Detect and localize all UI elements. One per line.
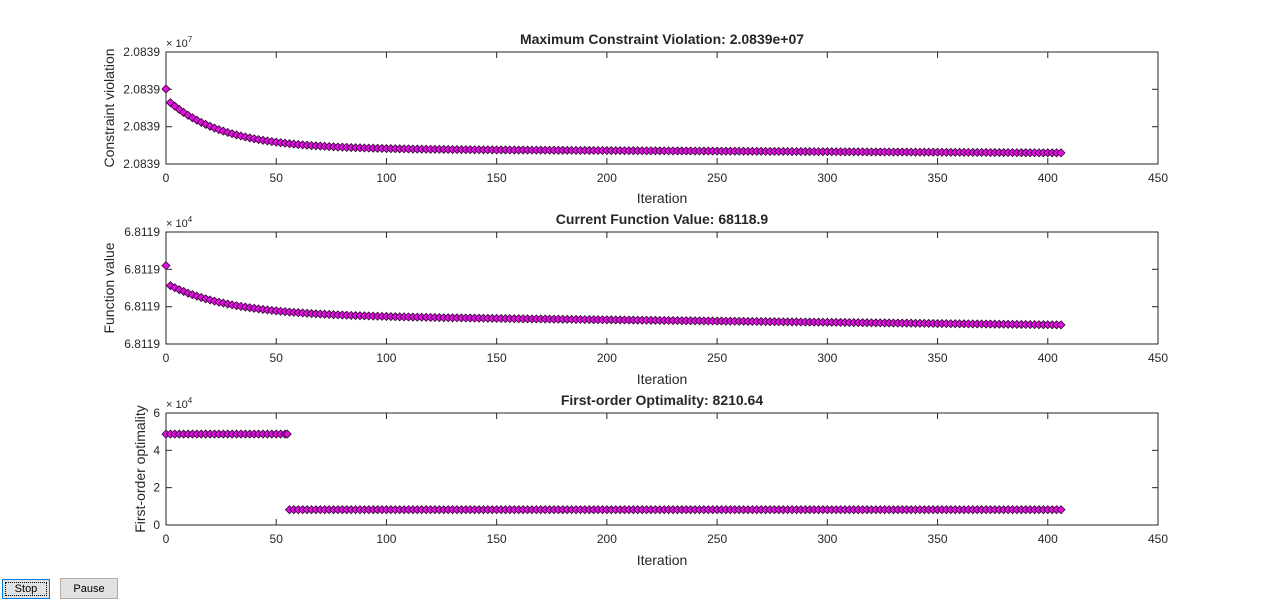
y-axis-label: Constraint violation [101, 48, 117, 167]
data-point [1056, 148, 1066, 158]
y-tick-label: 6.8119 [124, 225, 160, 239]
x-tick-label: 400 [1038, 532, 1058, 546]
y-tick-label: 2.0839 [123, 120, 160, 134]
exponent-label: × 104 [166, 215, 193, 230]
x-tick-label: 50 [270, 171, 284, 185]
exponent-label: × 104 [166, 396, 193, 411]
x-tick-label: 250 [707, 171, 727, 185]
y-tick-label: 6.8119 [124, 262, 160, 276]
x-tick-label: 250 [707, 351, 727, 365]
x-axis-label: Iteration [637, 371, 688, 387]
x-tick-label: 350 [928, 532, 948, 546]
x-tick-label: 200 [597, 171, 617, 185]
x-tick-label: 150 [487, 171, 507, 185]
x-tick-label: 100 [376, 532, 396, 546]
x-tick-label: 450 [1148, 532, 1168, 546]
x-tick-label: 400 [1038, 171, 1058, 185]
x-tick-label: 50 [270, 532, 284, 546]
panel-function-value: Current Function Value: 68118.9 × 104 0 5… [101, 211, 1168, 387]
stop-button[interactable]: Stop [2, 579, 50, 599]
y-tick-label: 2.0839 [123, 82, 160, 96]
x-tick-label: 150 [487, 351, 507, 365]
figure: Maximum Constraint Violation: 2.0839e+07… [101, 31, 1168, 568]
x-tick-label: 400 [1038, 351, 1058, 365]
panel-first-order-optimality: First-order Optimality: 8210.64 × 104 0 5… [132, 392, 1168, 568]
x-tick-label: 450 [1148, 171, 1168, 185]
exponent-label: × 107 [166, 35, 193, 50]
y-tick-label: 2.0839 [123, 45, 160, 59]
data-point [282, 429, 292, 439]
y-tick-label: 6.8119 [124, 337, 160, 351]
x-tick-label: 300 [817, 171, 837, 185]
x-tick-label: 0 [163, 171, 170, 185]
y-tick-label: 4 [153, 443, 160, 457]
y-axis-label: First-order optimality [132, 405, 148, 533]
x-tick-label: 350 [928, 351, 948, 365]
x-tick-label: 0 [163, 351, 170, 365]
panel-constraint-violation: Maximum Constraint Violation: 2.0839e+07… [101, 31, 1168, 206]
x-tick-label: 100 [376, 171, 396, 185]
data-point [161, 84, 171, 94]
x-axis-label: Iteration [637, 552, 688, 568]
x-tick-label: 300 [817, 351, 837, 365]
x-tick-label: 150 [487, 532, 507, 546]
x-tick-label: 450 [1148, 351, 1168, 365]
x-tick-label: 200 [597, 351, 617, 365]
chart-title: Current Function Value: 68118.9 [556, 211, 769, 227]
data-point [1056, 320, 1066, 330]
chart-title: First-order Optimality: 8210.64 [561, 392, 764, 408]
plot-box [165, 412, 1159, 526]
x-tick-label: 100 [376, 351, 396, 365]
x-tick-label: 0 [163, 532, 170, 546]
y-tick-label: 2 [153, 481, 160, 495]
x-tick-label: 250 [707, 532, 727, 546]
x-axis-label: Iteration [637, 190, 688, 206]
y-tick-label: 0 [153, 518, 160, 532]
x-tick-label: 350 [928, 171, 948, 185]
x-tick-label: 300 [817, 532, 837, 546]
y-tick-label: 2.0839 [123, 157, 160, 171]
y-tick-label: 6.8119 [124, 300, 160, 314]
data-point [161, 261, 171, 271]
x-tick-label: 200 [597, 532, 617, 546]
x-tick-label: 50 [270, 351, 284, 365]
y-tick-label: 6 [153, 406, 160, 420]
data-point [1056, 505, 1066, 515]
pause-button[interactable]: Pause [60, 578, 118, 599]
y-axis-label: Function value [101, 242, 117, 333]
chart-title: Maximum Constraint Violation: 2.0839e+07 [520, 31, 804, 47]
